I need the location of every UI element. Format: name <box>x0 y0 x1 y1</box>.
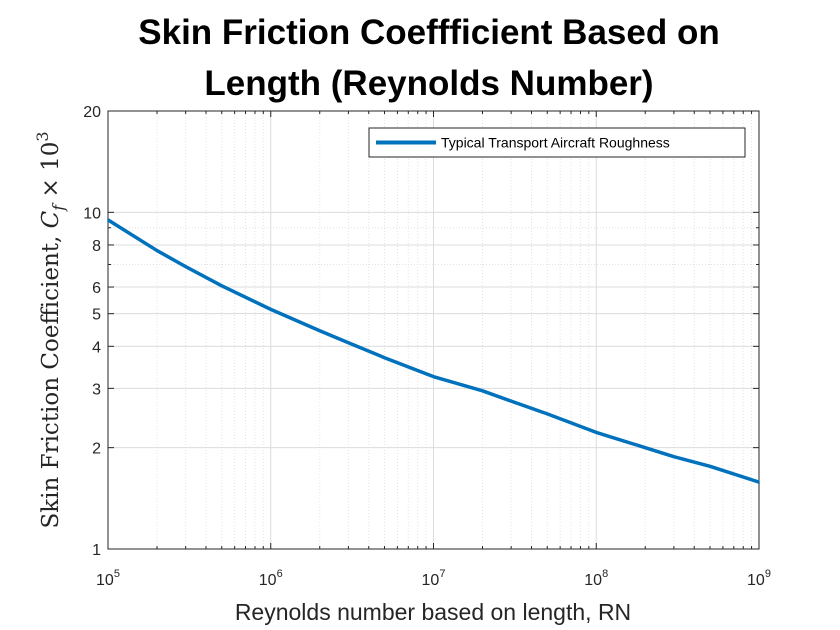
y-tick-label: 2 <box>92 441 101 458</box>
x-tick-label-base: 10 <box>259 572 277 589</box>
data-point <box>644 446 647 449</box>
data-point <box>432 375 435 378</box>
x-tick-label: 107 <box>422 568 446 589</box>
x-tick-label-exponent: 5 <box>114 568 120 580</box>
y-axis-label-sub: f <box>49 202 68 212</box>
x-tick-label-base: 10 <box>96 572 114 589</box>
y-tick-label: 3 <box>92 381 101 398</box>
data-point <box>269 308 272 311</box>
chart-title-line-2: Length (Reynolds Number) <box>204 64 653 103</box>
y-tick-label: 10 <box>83 205 101 222</box>
x-axis-label: Reynolds number based on length, RN <box>235 599 631 625</box>
data-point <box>481 389 484 392</box>
x-tick-label-base: 10 <box>747 572 765 589</box>
y-tick-label: 1 <box>92 542 101 559</box>
x-tick-label: 109 <box>747 568 771 589</box>
data-point <box>383 356 386 359</box>
y-axis-label: Skin Friction Coefficient, Cf × 103 <box>33 131 68 528</box>
x-tick-label-exponent: 6 <box>277 568 283 580</box>
x-tick-label-exponent: 8 <box>602 568 608 580</box>
y-tick-labels: 1 2 3 4 5 6 8 10 20 <box>83 104 101 559</box>
data-point <box>184 265 187 268</box>
minor-grid <box>108 111 759 549</box>
x-tick-label-base: 10 <box>422 572 440 589</box>
y-axis-label-var: C <box>38 210 64 228</box>
x-tick-label-exponent: 9 <box>765 568 771 580</box>
legend-label: Typical Transport Aircraft Roughness <box>441 135 670 151</box>
x-tick-label: 108 <box>584 568 608 589</box>
data-point <box>510 400 513 402</box>
series-group <box>107 218 760 484</box>
y-tick-label: 5 <box>92 307 101 324</box>
chart-title-line-1: Skin Friction Coeffficient Based on <box>138 13 719 52</box>
y-axis-label-times: × 10 <box>38 142 64 205</box>
data-point <box>347 341 350 344</box>
y-tick-label: 20 <box>83 104 101 121</box>
data-point <box>709 465 711 468</box>
axis-ticks <box>107 110 760 550</box>
data-point <box>220 284 223 287</box>
data-point <box>595 431 598 434</box>
y-axis-label-sup: 3 <box>33 131 52 141</box>
x-tick-labels: 105 106 107 108 109 <box>96 568 771 589</box>
legend: Typical Transport Aircraft Roughness <box>368 127 746 158</box>
y-tick-label: 6 <box>92 280 101 297</box>
x-tick-label: 105 <box>96 568 120 589</box>
x-tick-label-base: 10 <box>584 572 602 589</box>
data-point <box>318 329 321 332</box>
data-point <box>673 455 675 458</box>
x-tick-label: 106 <box>259 568 283 589</box>
y-tick-label: 4 <box>92 339 101 356</box>
data-point <box>107 218 109 221</box>
y-axis-label-text: Skin Friction Coefficient, <box>38 228 64 528</box>
data-point <box>758 481 760 484</box>
data-point <box>156 249 158 252</box>
y-tick-label: 8 <box>92 238 101 255</box>
data-point <box>546 412 549 415</box>
x-tick-label-exponent: 7 <box>439 568 445 580</box>
